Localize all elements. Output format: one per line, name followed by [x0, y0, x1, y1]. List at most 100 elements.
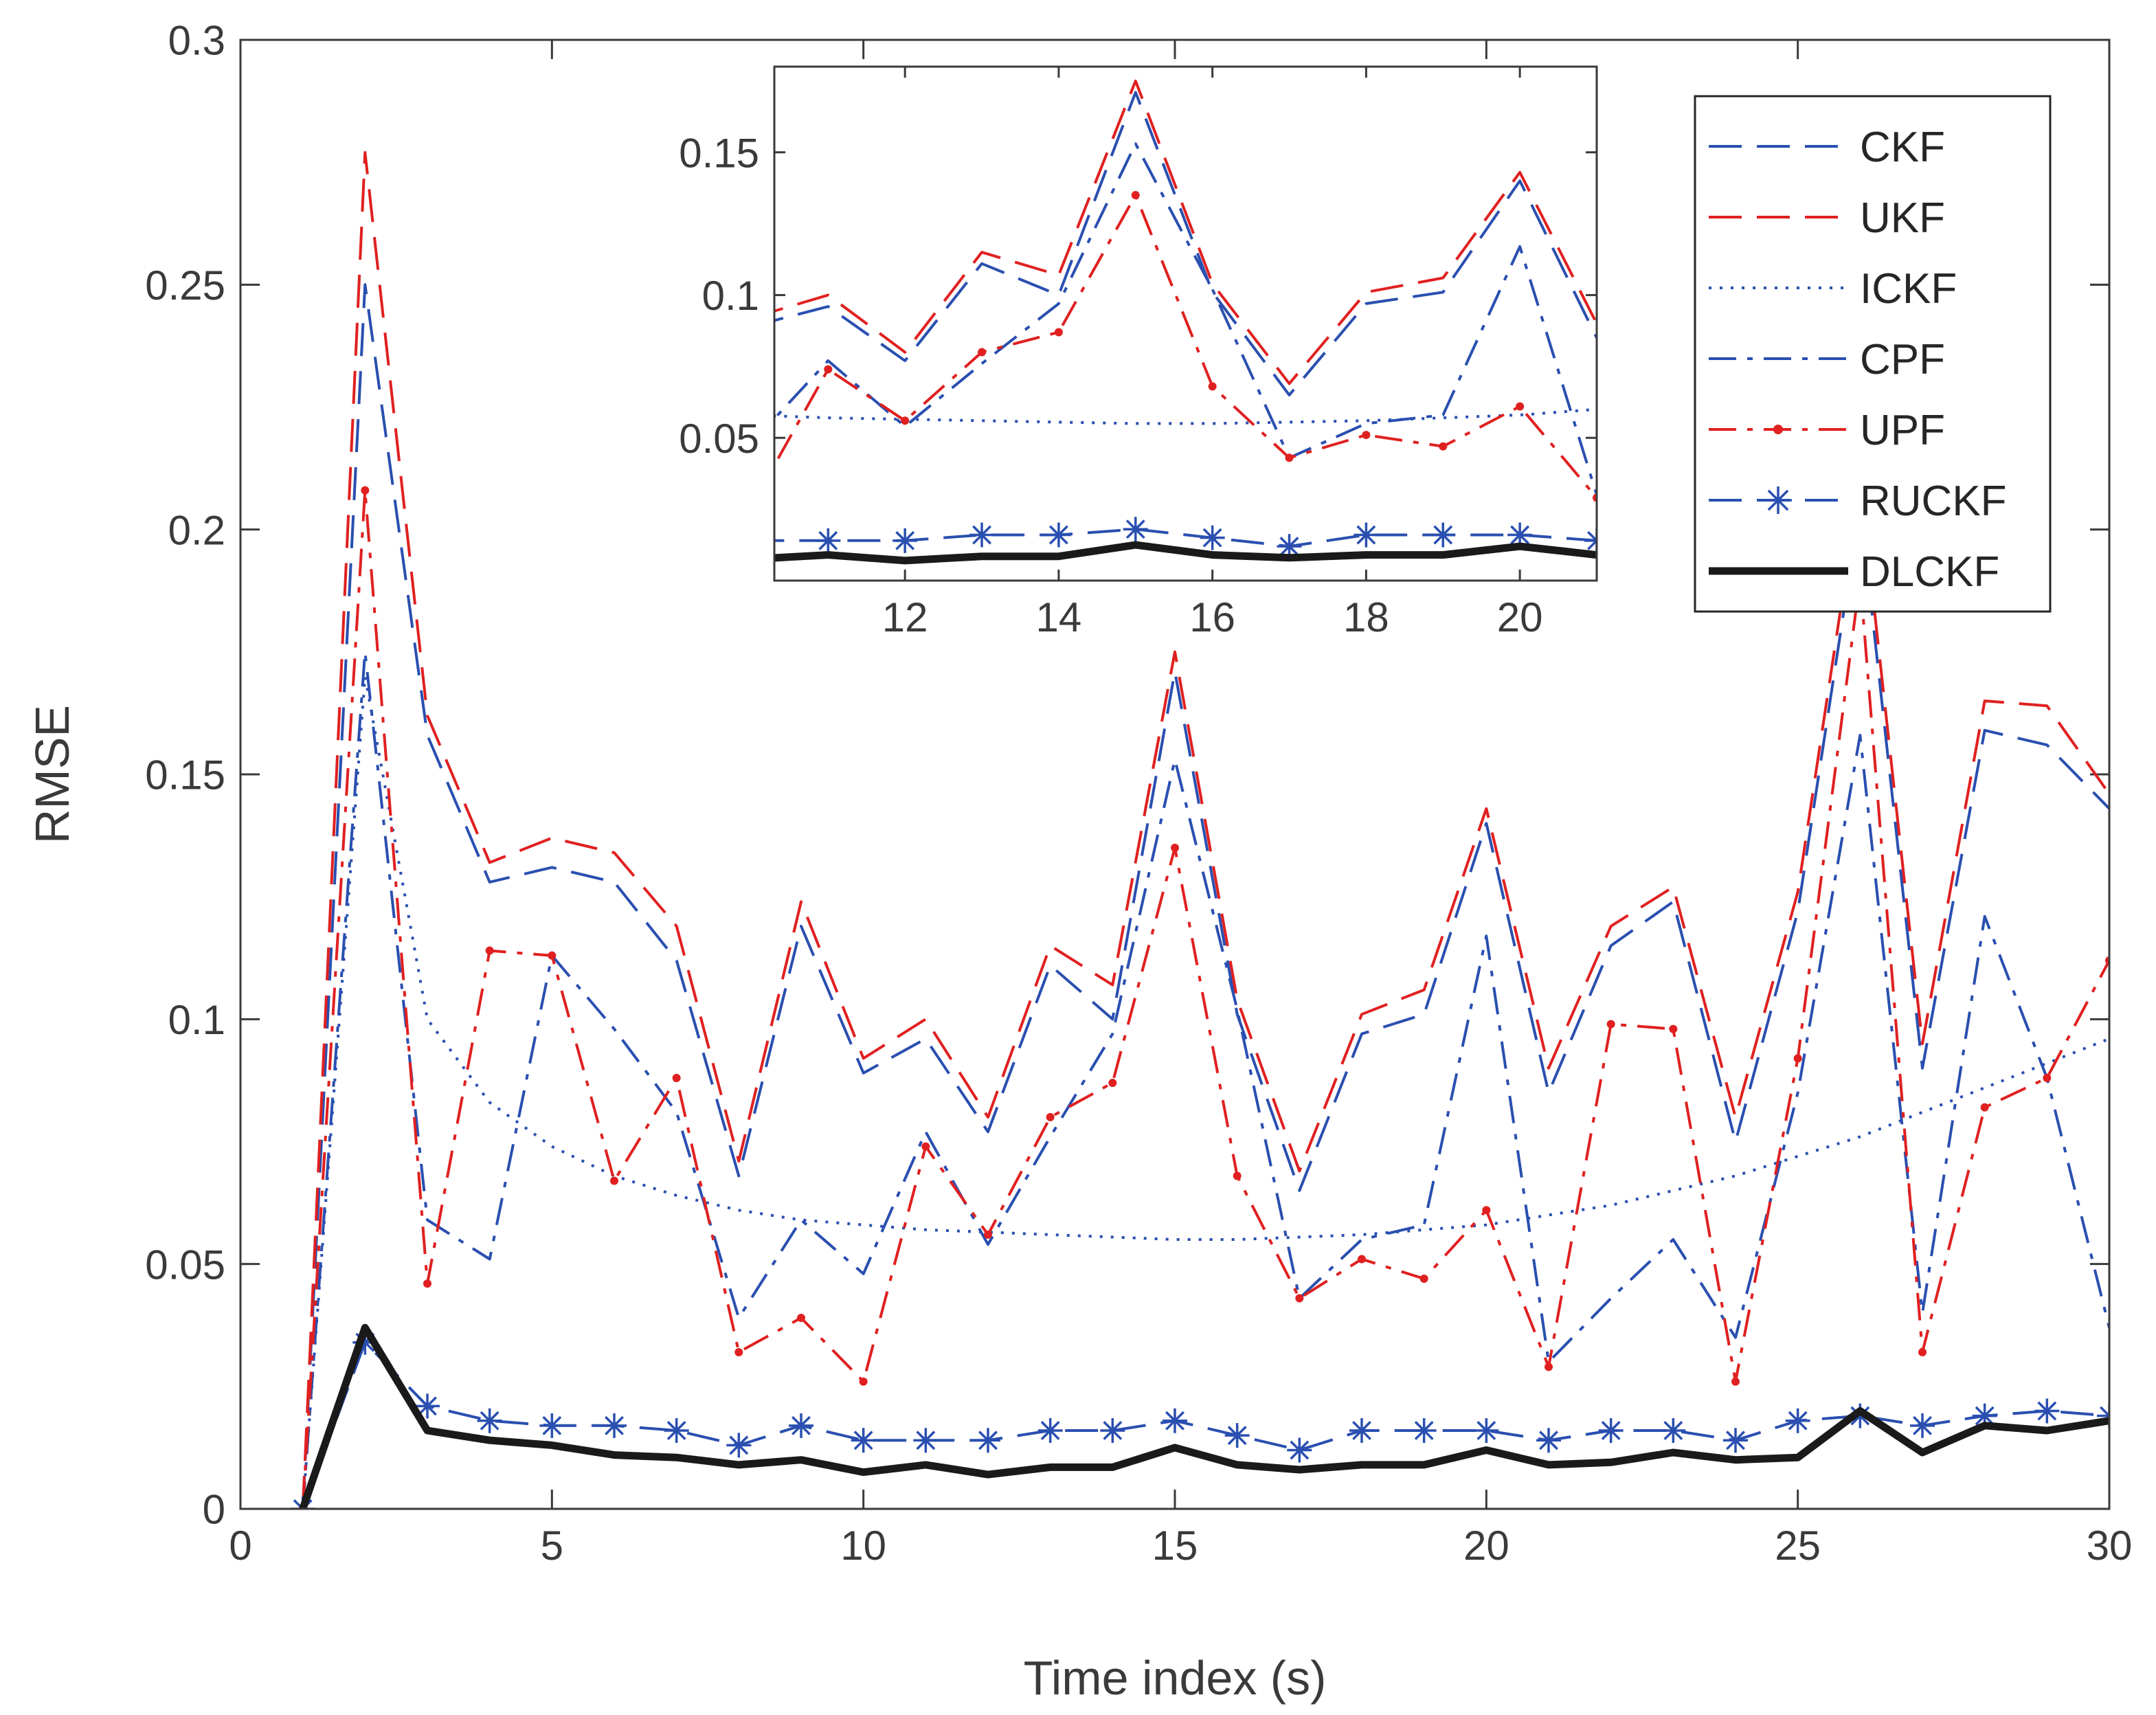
series-ckf-line [301, 283, 2109, 1509]
series-ruckf-point [415, 1393, 440, 1419]
legend-label-ruckf: RUCKF [1860, 478, 2007, 525]
series-ruckf-point [913, 1428, 939, 1453]
series-ruckf-point [1277, 534, 1302, 559]
series-upf-point [1439, 442, 1448, 451]
inset-x-tick-label: 12 [882, 594, 928, 640]
series-ruckf-point [816, 528, 841, 553]
series-upf-point [921, 1142, 930, 1151]
series-ruckf-point [1536, 1428, 1561, 1453]
series-upf-point [1516, 402, 1525, 411]
series-ruckf-point [851, 1428, 876, 1453]
main-x-tick-label: 0 [229, 1523, 251, 1569]
inset-x-tick-label: 18 [1343, 594, 1389, 640]
series-ruckf-point [789, 1413, 813, 1438]
main-y-tick-label: 0.3 [168, 18, 225, 64]
inset-x-tick-label: 14 [1036, 594, 1082, 640]
inset-x-tick-label: 16 [1189, 594, 1235, 640]
series-upf-point [1108, 1078, 1117, 1087]
legend-item-ruckf: RUCKF [1709, 478, 2007, 525]
series-ruckf-point [477, 1408, 502, 1433]
series-upf-line [301, 489, 2109, 1509]
series-ruckf-point [2034, 1398, 2060, 1424]
legend-item-upf: UPF [1709, 407, 1945, 454]
main-x-tick-label: 10 [840, 1523, 886, 1569]
series-ruckf-point [1163, 1408, 1187, 1433]
inset-y-tick-label: 0.15 [679, 130, 759, 176]
legend-label-ukf: UKF [1860, 194, 1945, 242]
series-ruckf-point [1411, 1417, 1437, 1443]
main-y-tick-label: 0.1 [168, 997, 225, 1043]
legend-item-ckf: CKF [1709, 124, 1945, 171]
series-dlckf-line [299, 1323, 2109, 1509]
series-upf-point [859, 1377, 868, 1386]
series-ruckf-point [1224, 1423, 1250, 1448]
series-upf-line [774, 194, 1597, 499]
series-dlckf-line [774, 541, 1597, 565]
series-ruckf-point [1785, 1408, 1810, 1433]
main-x-tick-label: 5 [541, 1523, 563, 1569]
series-upf-point [423, 1279, 431, 1288]
series-upf-point [984, 1230, 992, 1239]
inset-background [774, 67, 1597, 581]
series-ukf-line [301, 150, 2109, 1509]
series-ruckf-point [539, 1413, 565, 1438]
inset-axes-frame [773, 65, 1598, 582]
main-axes-frame [239, 38, 2111, 1510]
series-ruckf-point [1723, 1428, 1748, 1453]
series-upf-point [1669, 1024, 1678, 1033]
series-ruckf-point [1848, 1403, 1873, 1428]
series-upf-point [1545, 1363, 1553, 1371]
main-y-tick-label: 0.25 [145, 262, 225, 309]
y-axis-title: RMSE [25, 705, 79, 844]
series-ickf-line [774, 407, 1597, 425]
series-ruckf-point [1123, 517, 1148, 542]
series-upf-point [734, 1347, 743, 1356]
series-ruckf-point [1037, 1417, 1063, 1443]
inset-x-tick-label: 20 [1497, 594, 1543, 640]
series-upf-point [978, 348, 987, 357]
series-upf-point [797, 1314, 805, 1323]
legend-item-cpf: CPF [1709, 336, 1945, 383]
series-upf-point [361, 486, 370, 495]
series-ruckf-point [1100, 1417, 1125, 1443]
legend: CKF UKF ICKF CPF UPF RUCKF DLCKF [1694, 95, 2052, 613]
legend-label-dlckf: DLCKF [1860, 548, 1999, 596]
legend-marker-upf [1773, 425, 1783, 434]
series-upf-point [1233, 1172, 1242, 1180]
series-ruckf-point [1046, 522, 1071, 548]
inset-y-tick-label: 0.1 [702, 273, 759, 319]
series-ruckf-point [1910, 1413, 1935, 1438]
series-upf-point [824, 365, 833, 374]
series-ickf-line [301, 675, 2109, 1509]
legend-label-cpf: CPF [1860, 336, 1945, 383]
series-ruckf-point [892, 528, 918, 553]
series-ckf-line [774, 91, 1597, 396]
main-x-tick-label: 15 [1152, 1523, 1198, 1569]
series-upf-point [1793, 1054, 1802, 1063]
series-cpf-line [301, 650, 2109, 1509]
legend-item-ickf: ICKF [1709, 265, 1957, 313]
main-y-tick-label: 0.2 [168, 507, 225, 553]
x-axis-title: Time index (s) [1024, 1651, 1327, 1705]
series-upf-point [1419, 1275, 1428, 1284]
series-ruckf-point [1287, 1437, 1312, 1463]
series-upf-point [610, 1176, 618, 1185]
series-upf-point [1358, 1255, 1366, 1264]
series-ruckf-point [1598, 1417, 1624, 1443]
main-y-tick-label: 0 [203, 1487, 225, 1533]
series-ruckf-point [1661, 1417, 1686, 1443]
series-ruckf-point [1430, 522, 1456, 548]
legend-label-upf: UPF [1860, 407, 1945, 454]
main-x-tick-label: 25 [1775, 1523, 1821, 1569]
series-upf-point [672, 1073, 681, 1082]
series-upf-point [1980, 1103, 1989, 1112]
series-ukf-line [774, 79, 1597, 385]
series-ruckf-point [352, 1330, 378, 1355]
series-upf-point [1208, 382, 1217, 391]
series-upf-point [1362, 431, 1371, 440]
series-upf-point [548, 951, 557, 960]
series-ruckf-point [1200, 525, 1225, 550]
series-ruckf-point [602, 1413, 627, 1438]
series-upf-point [1606, 1020, 1615, 1029]
series-upf-point [1171, 843, 1179, 852]
